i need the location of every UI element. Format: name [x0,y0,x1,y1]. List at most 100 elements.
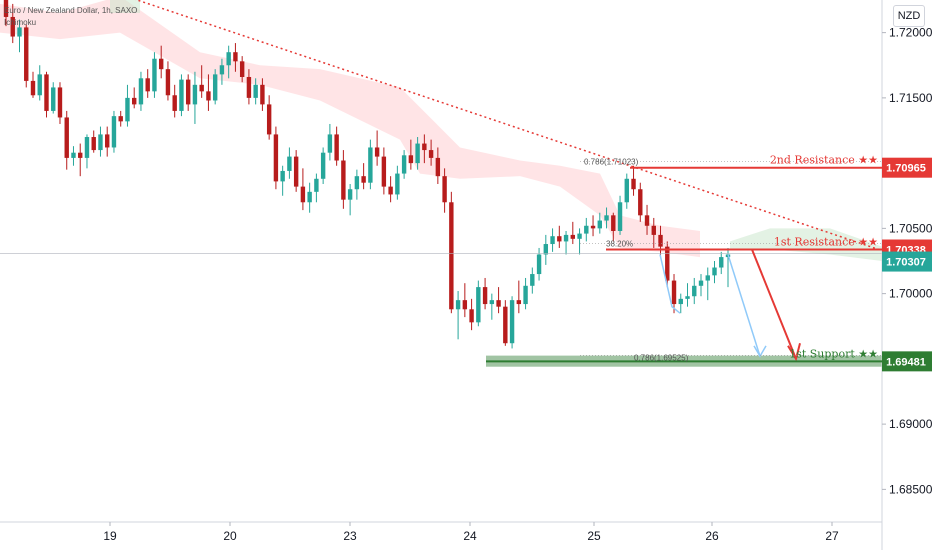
candle [118,110,123,127]
candle [644,204,650,235]
candle [138,71,144,111]
candle [408,139,414,170]
current-price-label: 1.70307 [886,257,926,269]
candle [293,150,299,192]
projection-path [727,254,761,357]
candle [428,139,434,166]
candle [530,267,535,294]
time-tick-label: 25 [587,529,601,543]
candle [719,251,724,275]
candle [347,184,353,216]
candle [536,247,542,281]
candle [570,221,576,245]
price-box-label: 1.70965 [886,163,926,175]
candle [584,217,589,242]
candle [455,291,461,340]
candle [226,45,231,79]
candle [354,169,360,200]
candle [685,283,690,307]
cloud-area [0,0,700,258]
candle [24,24,29,88]
candle [172,84,177,118]
chart-header: Euro / New Zealand Dollar, 1h, SAXO Ichi… [4,6,137,27]
candle [482,277,488,310]
candle [516,280,522,314]
price-tick-label: 1.68500 [889,482,932,496]
time-tick-label: 19 [103,529,117,543]
annotations [0,0,883,367]
candle [158,45,164,79]
candle [212,69,218,105]
time-tick-label: 20 [223,529,237,543]
time-tick: 25 [587,522,601,543]
candle [10,3,15,44]
time-tick-label: 24 [463,529,477,543]
candle [523,277,528,310]
candle [246,69,252,105]
price-box-label: 1.69481 [886,356,926,368]
candle [287,147,292,179]
candle [590,215,596,237]
candle [57,82,63,124]
candle [105,126,110,157]
candle [422,134,427,164]
candle [368,139,373,190]
candle [185,74,191,111]
candle [78,143,83,177]
candle [624,173,629,209]
time-axis[interactable]: 19 20 23 24 25 26 27 [103,522,839,543]
time-tick: 26 [705,522,719,543]
price-tick-label: 1.72000 [889,26,932,40]
candle [30,71,36,98]
candle [604,207,609,229]
candle [165,61,171,101]
candle [320,147,326,185]
candle [705,267,710,301]
candle [442,168,447,213]
candle [557,225,562,248]
candle [381,147,387,195]
price-tick: 1.68500 [882,482,932,496]
candle [462,283,468,318]
candle [388,176,393,203]
candle [199,65,204,98]
candle [17,19,22,53]
levels: 0.786(1.71023) 2nd Resistance ★★ 1.70965 38… [486,154,932,372]
candle [678,293,683,314]
price-tick-label: 1.71500 [889,91,932,105]
candles [3,0,731,349]
price-tick-label: 1.70000 [889,287,932,301]
price-box [882,351,932,372]
time-tick: 23 [343,522,357,543]
price-tick: 1.69000 [882,417,932,431]
price-tick-label: 1.69000 [889,417,932,431]
candle [125,84,130,127]
candle [671,274,677,314]
candle [395,165,400,200]
level-name: 1st Resistance ★★ [774,236,878,249]
candle [651,217,656,248]
candle [152,52,157,98]
candle [449,191,454,314]
candle [260,78,265,111]
candle [476,280,481,327]
candle [692,277,697,305]
currency-badge[interactable]: NZD [893,5,925,27]
candle [374,130,380,166]
candle [300,168,306,211]
candle [341,150,346,209]
candle [617,195,623,235]
ichimoku-cloud [0,0,882,261]
candle [219,58,225,85]
candle [712,261,717,284]
time-tick-label: 23 [343,529,357,543]
candle [37,65,42,101]
candle [597,212,602,234]
candle [563,230,569,255]
price-box-label: 1.70338 [886,245,926,257]
fib-label: 38.20% [606,240,633,249]
candle [415,137,420,170]
candle [631,165,636,196]
fib-label: 0.786(1.71023) [584,158,639,167]
